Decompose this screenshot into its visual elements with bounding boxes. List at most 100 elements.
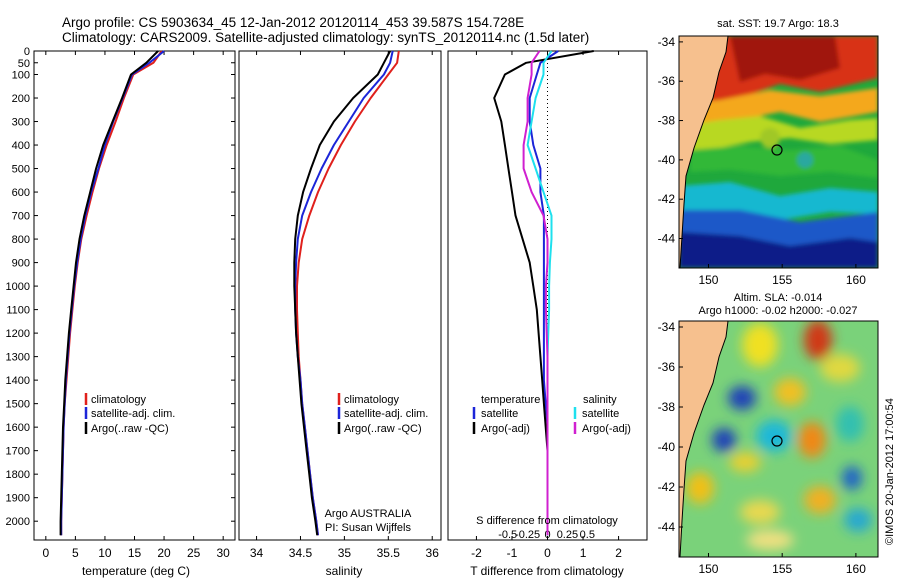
y-tick-label: 1500 [6, 399, 30, 411]
y-tick-label: 1700 [6, 446, 30, 458]
map-x-tick-label: 150 [698, 273, 718, 287]
y-tick-label: 1300 [6, 352, 30, 364]
x-tick-label: 30 [216, 546, 230, 560]
legend-label-t-satellite: satellite [481, 408, 518, 420]
argo-australia-label: Argo AUSTRALIA [325, 508, 412, 520]
legend-label-t-argo: Argo(-adj) [481, 423, 530, 435]
s-tick-label: -0.5 [498, 529, 517, 541]
legend-label-s-satellite: satellite [582, 408, 619, 420]
temp-xlabel: temperature (deg C) [82, 564, 190, 578]
map-x-tick-label: 155 [772, 273, 792, 287]
diff-xlabel-top: S difference from climatology [476, 515, 618, 527]
header-line2: Climatology: CARS2009. Satellite-adjuste… [62, 30, 589, 45]
y-tick-label: 900 [12, 258, 30, 270]
legend-label-s-argo: Argo(-adj) [582, 423, 631, 435]
x-tick-label: 34 [250, 546, 264, 560]
salinity-profile-panel: 34 34.5 35 35.5 36 [238, 50, 442, 560]
x-tick-label: 5 [72, 546, 79, 560]
legend-label-argo: Argo(..raw -QC) [344, 423, 422, 435]
y-tick-label: 1600 [6, 422, 30, 434]
map-y-tick-label: -44 [658, 520, 676, 534]
y-tick-label: 600 [12, 187, 30, 199]
legend-label-argo: Argo(..raw -QC) [91, 423, 169, 435]
temp-legend: climatology satellite-adj. clim. Argo(..… [84, 393, 175, 435]
y-tick-label: 2000 [6, 516, 30, 528]
x-tick-label: -2 [471, 546, 482, 560]
y-tick-label: 100 [12, 70, 30, 82]
sla-map-frame [678, 320, 879, 558]
map-y-tick-label: -36 [658, 360, 676, 374]
x-tick-label: 10 [98, 546, 112, 560]
pi-label: PI: Susan Wijffels [325, 522, 411, 534]
legend-label-climatology: climatology [344, 394, 400, 406]
y-tick-label: 500 [12, 164, 30, 176]
sla-map-field [679, 321, 878, 557]
temperature-profile-panel: 0501002003004005006007008009001000110012… [6, 46, 236, 560]
map-y-tick-label: -40 [658, 440, 676, 454]
sla-map-axis: 150 155 160 -34 -36 -38 -40 -42 -44 [658, 320, 867, 576]
map-y-tick-label: -42 [658, 192, 676, 206]
y-tick-label: 1400 [6, 375, 30, 387]
sst-map-axis: 150 155 160 -34 -36 -38 -40 -42 -44 [658, 35, 867, 287]
series-line-argo-raw-qc- [293, 50, 391, 536]
y-tick-label: 1100 [6, 305, 30, 317]
map-x-tick-label: 160 [846, 273, 866, 287]
y-tick-label: 300 [12, 117, 30, 129]
map-x-tick-label: 150 [698, 562, 718, 576]
x-tick-label: 34.5 [289, 546, 313, 560]
sst-map-title: sat. SST: 19.7 Argo: 18.3 [717, 18, 839, 30]
x-tick-label: 25 [187, 546, 201, 560]
map-x-tick-label: 160 [846, 562, 866, 576]
sst-float-marker [771, 144, 783, 156]
map-y-tick-label: -34 [658, 320, 676, 334]
sla-float-marker [771, 435, 783, 447]
legend-label-climatology: climatology [91, 394, 147, 406]
y-tick-label: 700 [12, 211, 30, 223]
y-tick-label: 1900 [6, 493, 30, 505]
y-tick-label: 1200 [6, 328, 30, 340]
profile-panels: 0501002003004005006007008009001000110012… [6, 46, 648, 560]
map-y-tick-label: -36 [658, 74, 676, 88]
temperature-profile-frame [33, 50, 236, 541]
header-line1: Argo profile: CS 5903634_45 12-Jan-2012 … [62, 15, 524, 30]
x-tick-label: 0 [42, 546, 49, 560]
x-tick-label: 0 [544, 546, 551, 560]
salinity-profile-frame [238, 50, 442, 541]
y-tick-label: 800 [12, 234, 30, 246]
map-y-tick-label: -38 [658, 114, 676, 128]
series-line-salinity-argo-adj- [522, 50, 549, 536]
s-tick-label: -0.25 [515, 529, 540, 541]
y-tick-label: 1800 [6, 469, 30, 481]
map-y-tick-label: -42 [658, 480, 676, 494]
legend-title-salinity: salinity [583, 394, 617, 406]
x-tick-label: 2 [615, 546, 622, 560]
sla-map-title: Altim. SLA: -0.014 [734, 292, 823, 304]
x-tick-label: 35.5 [377, 546, 401, 560]
map-y-tick-label: -34 [658, 35, 676, 49]
sla-map-subtitle: Argo h1000: -0.02 h2000: -0.027 [698, 305, 857, 317]
map-y-tick-label: -44 [658, 232, 676, 246]
x-tick-label: 15 [128, 546, 142, 560]
map-y-tick-label: -40 [658, 153, 676, 167]
legend-label-satellite: satellite-adj. clim. [91, 408, 175, 420]
s-tick-label: 0.5 [580, 529, 595, 541]
series-line-satellite-adj-clim- [294, 50, 394, 536]
imos-credit: ©IMOS 20-Jan-2012 17:00:54 [884, 398, 896, 545]
difference-profile-panel: -2 -1 0 1 2-0.5-0.25 0 0.25 0.5 [447, 50, 648, 560]
sal-legend: climatology satellite-adj. clim. Argo(..… [337, 393, 428, 435]
map-x-tick-label: 155 [772, 562, 792, 576]
x-tick-label: 36 [426, 546, 440, 560]
x-tick-label: 20 [157, 546, 171, 560]
y-tick-label: 1000 [6, 281, 30, 293]
x-tick-label: 35 [338, 546, 352, 560]
x-tick-label: -1 [507, 546, 518, 560]
legend-title-temperature: temperature [481, 394, 540, 406]
y-tick-label: 0 [24, 46, 30, 58]
series-line-argo-raw-qc- [59, 50, 159, 536]
y-tick-label: 400 [12, 140, 30, 152]
sst-map-frame [678, 35, 879, 269]
y-tick-label: 50 [18, 58, 30, 70]
x-tick-label: 1 [580, 546, 587, 560]
sst-map-field [679, 36, 878, 268]
